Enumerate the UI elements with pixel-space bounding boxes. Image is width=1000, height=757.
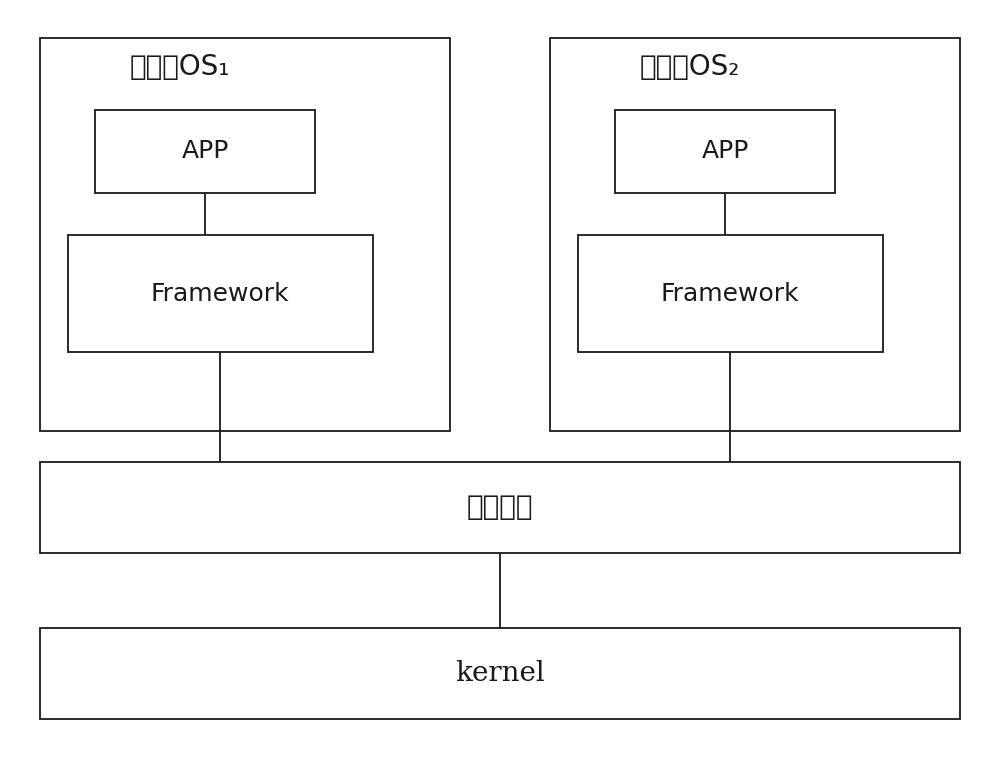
Bar [40, 38, 450, 431]
Bar [40, 462, 960, 553]
Text: 子系统OS₂: 子系统OS₂ [640, 53, 740, 80]
Bar [578, 235, 883, 352]
Text: APP: APP [181, 139, 229, 164]
Text: APP: APP [701, 139, 749, 164]
Text: Framework: Framework [151, 282, 289, 306]
Text: Framework: Framework [661, 282, 799, 306]
Bar [95, 110, 315, 193]
Text: 子系统OS₁: 子系统OS₁ [130, 53, 230, 80]
Text: 主控系统: 主控系统 [467, 494, 533, 521]
Bar [615, 110, 835, 193]
Bar [550, 38, 960, 431]
Text: kernel: kernel [455, 660, 545, 687]
Bar [40, 628, 960, 719]
Bar [68, 235, 373, 352]
